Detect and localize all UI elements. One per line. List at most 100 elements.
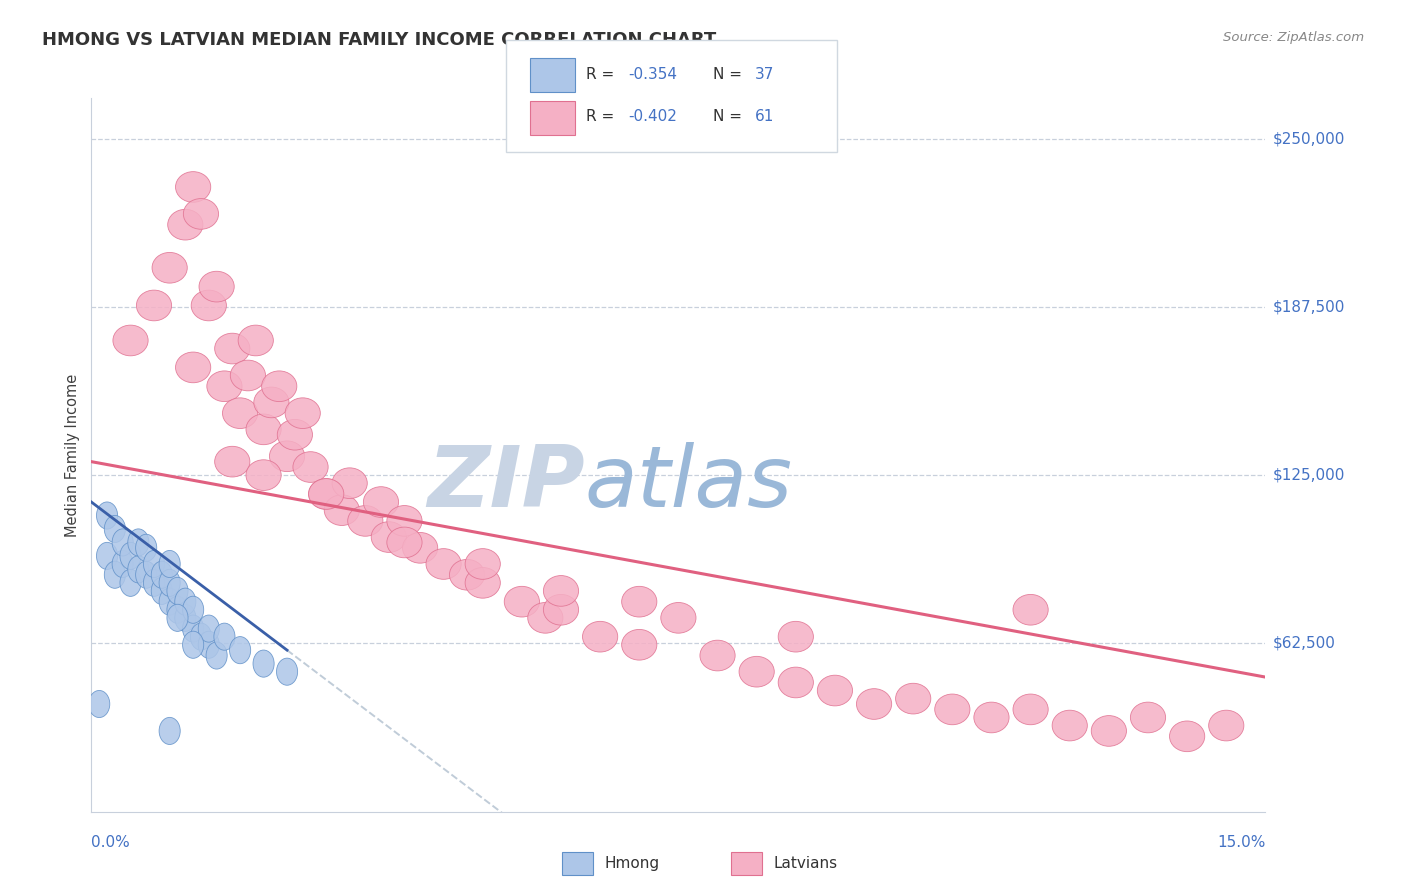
Text: atlas: atlas <box>585 442 793 525</box>
Ellipse shape <box>183 199 218 229</box>
Ellipse shape <box>143 569 165 597</box>
Ellipse shape <box>174 604 195 632</box>
Ellipse shape <box>198 615 219 642</box>
Ellipse shape <box>308 479 344 509</box>
Ellipse shape <box>231 360 266 391</box>
Ellipse shape <box>277 658 298 685</box>
Ellipse shape <box>135 534 156 561</box>
Text: $250,000: $250,000 <box>1272 131 1344 146</box>
Ellipse shape <box>262 371 297 401</box>
Ellipse shape <box>174 588 195 615</box>
Ellipse shape <box>896 683 931 714</box>
Ellipse shape <box>935 694 970 724</box>
Ellipse shape <box>97 542 118 569</box>
Ellipse shape <box>229 637 250 664</box>
Text: Hmong: Hmong <box>605 856 659 871</box>
Ellipse shape <box>308 479 344 509</box>
Ellipse shape <box>183 596 204 624</box>
Ellipse shape <box>159 550 180 577</box>
Ellipse shape <box>543 575 579 607</box>
Ellipse shape <box>347 506 382 536</box>
Ellipse shape <box>200 271 235 302</box>
Ellipse shape <box>285 398 321 428</box>
Ellipse shape <box>505 586 540 617</box>
Ellipse shape <box>112 550 134 577</box>
Text: 15.0%: 15.0% <box>1218 836 1265 850</box>
Ellipse shape <box>215 334 250 364</box>
Text: -0.402: -0.402 <box>628 110 678 124</box>
Text: 61: 61 <box>755 110 775 124</box>
Ellipse shape <box>277 419 312 450</box>
Ellipse shape <box>246 459 281 491</box>
Ellipse shape <box>143 550 165 577</box>
Ellipse shape <box>238 325 273 356</box>
Ellipse shape <box>183 632 204 658</box>
Text: $125,000: $125,000 <box>1272 467 1344 483</box>
Ellipse shape <box>246 414 281 445</box>
Text: Source: ZipAtlas.com: Source: ZipAtlas.com <box>1223 31 1364 45</box>
Ellipse shape <box>387 527 422 558</box>
Ellipse shape <box>176 171 211 202</box>
Text: N =: N = <box>713 110 747 124</box>
Ellipse shape <box>112 529 134 556</box>
Ellipse shape <box>661 602 696 633</box>
Ellipse shape <box>1130 702 1166 733</box>
Ellipse shape <box>136 290 172 321</box>
Ellipse shape <box>89 690 110 717</box>
Ellipse shape <box>214 624 235 650</box>
Ellipse shape <box>1012 694 1049 724</box>
Ellipse shape <box>740 657 775 687</box>
Ellipse shape <box>104 561 125 589</box>
Ellipse shape <box>215 446 250 477</box>
Text: -0.354: -0.354 <box>628 67 678 81</box>
Text: HMONG VS LATVIAN MEDIAN FAMILY INCOME CORRELATION CHART: HMONG VS LATVIAN MEDIAN FAMILY INCOME CO… <box>42 31 717 49</box>
Ellipse shape <box>207 371 242 401</box>
Ellipse shape <box>778 667 814 698</box>
Ellipse shape <box>167 577 188 605</box>
Ellipse shape <box>120 569 141 597</box>
Text: R =: R = <box>586 67 620 81</box>
Ellipse shape <box>159 569 180 597</box>
Text: 37: 37 <box>755 67 775 81</box>
Ellipse shape <box>207 642 228 669</box>
Ellipse shape <box>120 542 141 569</box>
Ellipse shape <box>817 675 852 706</box>
Ellipse shape <box>152 577 173 605</box>
Text: $62,500: $62,500 <box>1272 636 1336 651</box>
Ellipse shape <box>363 487 398 517</box>
Ellipse shape <box>325 495 360 525</box>
Ellipse shape <box>152 561 173 589</box>
Ellipse shape <box>856 689 891 719</box>
Ellipse shape <box>97 502 118 529</box>
Ellipse shape <box>465 567 501 599</box>
Y-axis label: Median Family Income: Median Family Income <box>65 373 80 537</box>
Text: Latvians: Latvians <box>773 856 838 871</box>
Ellipse shape <box>426 549 461 579</box>
Ellipse shape <box>621 586 657 617</box>
Ellipse shape <box>222 398 257 428</box>
Ellipse shape <box>128 529 149 556</box>
Text: ZIP: ZIP <box>427 442 585 525</box>
Ellipse shape <box>332 467 367 499</box>
Text: N =: N = <box>713 67 747 81</box>
Ellipse shape <box>387 506 422 536</box>
Ellipse shape <box>159 588 180 615</box>
Ellipse shape <box>465 549 501 579</box>
Ellipse shape <box>1012 594 1049 625</box>
Ellipse shape <box>167 604 188 632</box>
Ellipse shape <box>621 630 657 660</box>
Ellipse shape <box>159 717 180 745</box>
Ellipse shape <box>254 387 290 417</box>
Ellipse shape <box>270 441 305 472</box>
Ellipse shape <box>527 602 562 633</box>
Ellipse shape <box>183 615 204 642</box>
Ellipse shape <box>1209 710 1244 741</box>
Ellipse shape <box>1170 721 1205 752</box>
Ellipse shape <box>191 290 226 321</box>
Ellipse shape <box>543 594 579 625</box>
Ellipse shape <box>176 352 211 383</box>
Ellipse shape <box>1052 710 1087 741</box>
Ellipse shape <box>371 522 406 552</box>
Ellipse shape <box>582 622 617 652</box>
Ellipse shape <box>778 622 814 652</box>
